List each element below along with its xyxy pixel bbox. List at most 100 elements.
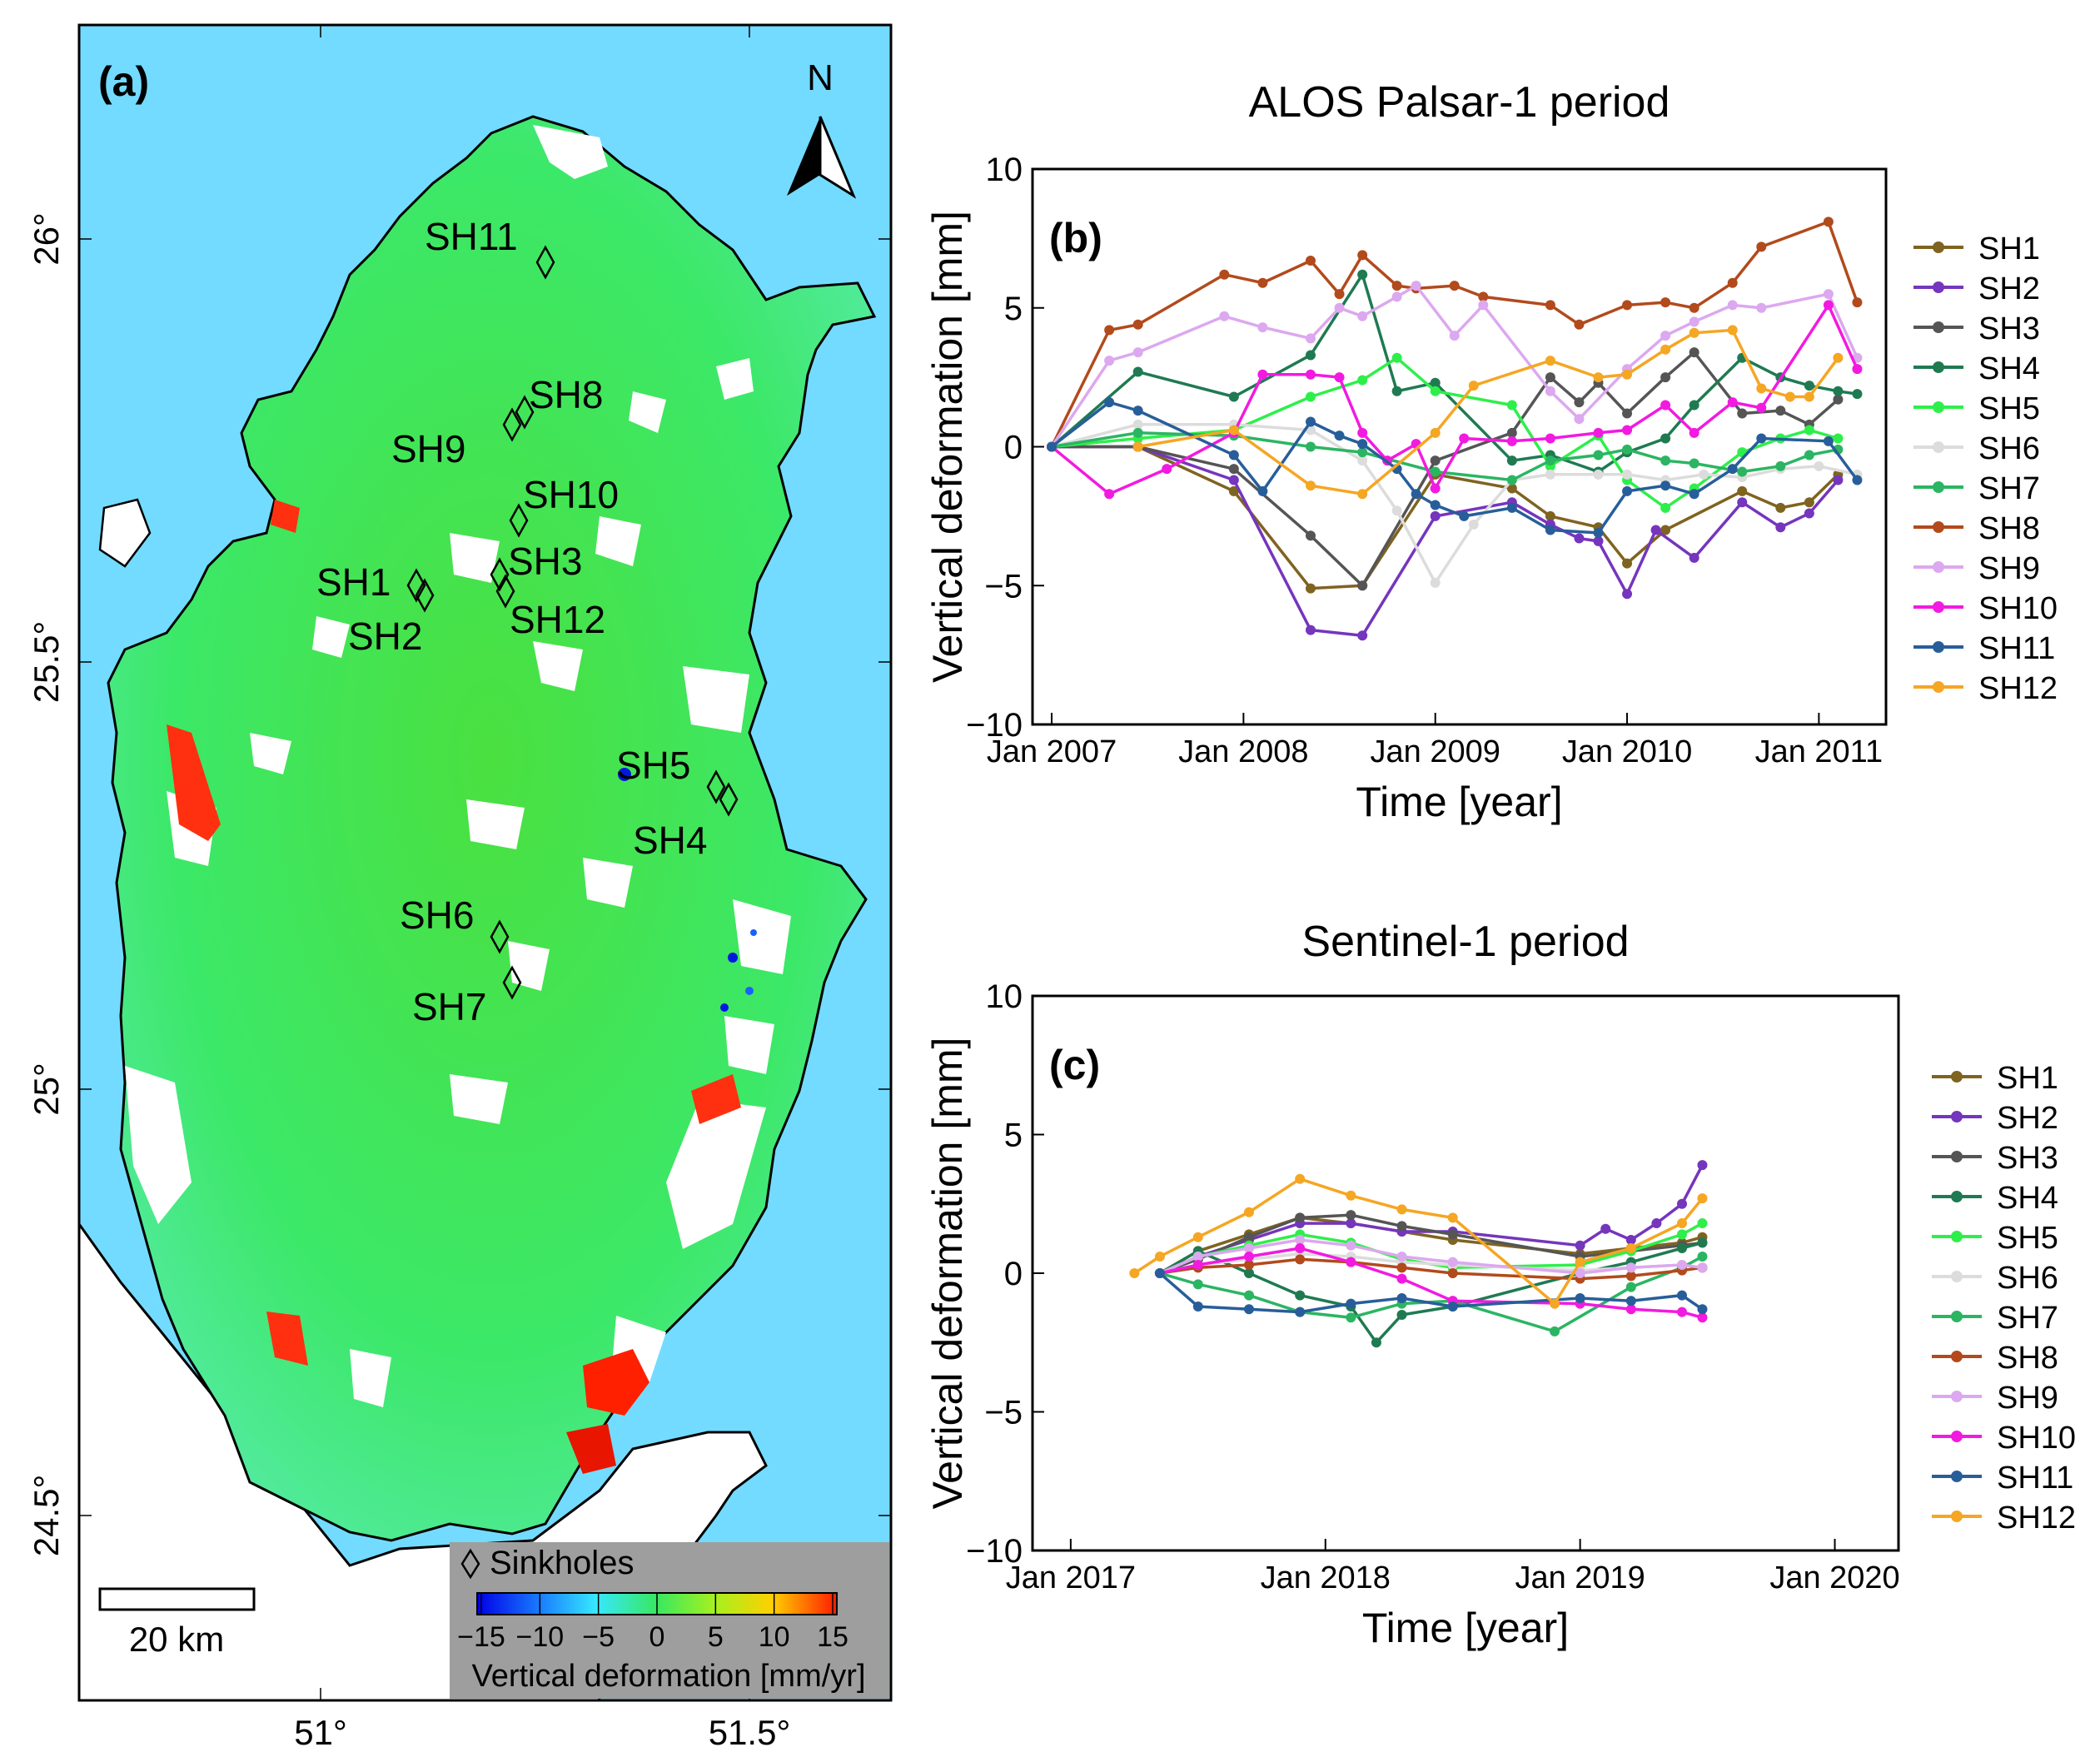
data-point-sh4 — [1396, 1309, 1407, 1320]
data-point-sh12 — [1192, 1232, 1203, 1242]
colorbar-label: Vertical deformation [mm/yr] — [471, 1659, 865, 1694]
data-point-sh8 — [1334, 289, 1345, 300]
data-point-sh10 — [1334, 372, 1345, 383]
data-point-sh12 — [1697, 1193, 1708, 1204]
data-point-sh10 — [1305, 369, 1316, 380]
data-point-sh7 — [1660, 455, 1671, 466]
colorbar-tick-label: 10 — [759, 1621, 790, 1653]
data-point-sh11 — [1228, 450, 1239, 460]
legend-marker-sh7 — [1951, 1311, 1963, 1322]
data-point-sh11 — [1257, 485, 1268, 496]
data-point-sh5 — [1697, 1218, 1708, 1229]
data-point-sh2 — [1346, 1218, 1356, 1229]
data-point-sh7 — [1689, 458, 1699, 469]
legend-label-sh9: SH9 — [1997, 1381, 2058, 1416]
data-point-sh7 — [1737, 466, 1748, 477]
series-line-sh4 — [1159, 1241, 1703, 1346]
legend-label-sh2: SH2 — [1978, 271, 2040, 306]
sinkhole-marker-sh5 — [706, 769, 726, 804]
data-point-sh2 — [1430, 510, 1441, 521]
data-point-sh12 — [1660, 344, 1671, 355]
data-point-sh5 — [1677, 1229, 1687, 1240]
legend-marker-sh3 — [1951, 1151, 1963, 1162]
data-point-sh11 — [1132, 406, 1143, 416]
chart-c-xtick-label: Jan 2019 — [1515, 1560, 1645, 1595]
map-panel: (a) N 26° 25.5° 25° 24.5° 51° 51.5° SH1S… — [27, 23, 893, 1752]
data-point-sh12 — [1447, 1212, 1458, 1223]
data-point-sh4 — [1689, 400, 1699, 411]
data-point-sh5 — [1357, 375, 1368, 386]
data-point-sh3 — [1305, 530, 1316, 541]
data-point-sh2 — [1228, 475, 1239, 485]
data-point-sh2 — [1574, 533, 1585, 544]
data-point-sh10 — [1162, 464, 1172, 475]
data-point-sh11 — [1593, 527, 1604, 538]
sinkhole-marker-sh3 — [490, 557, 510, 592]
data-point-sh9 — [1677, 1260, 1687, 1271]
data-point-sh2 — [1804, 508, 1814, 519]
data-point-sh8 — [1447, 1268, 1458, 1278]
data-point-sh12 — [1727, 325, 1738, 336]
data-point-sh11 — [1625, 1296, 1636, 1307]
data-point-sh12 — [1129, 1268, 1140, 1278]
data-point-sh12 — [1784, 391, 1795, 402]
data-point-sh7 — [1506, 475, 1517, 485]
legend-label-sh12: SH12 — [1997, 1501, 2076, 1536]
sinkhole-marker-sh4 — [719, 782, 739, 817]
data-point-sh3 — [1396, 1221, 1407, 1232]
data-point-sh2 — [1833, 475, 1844, 485]
series-line-sh6 — [1051, 423, 1858, 586]
sinkhole-marker-sh6 — [490, 919, 510, 954]
data-point-sh6 — [1593, 469, 1604, 480]
chart-b-xtick-label: Jan 2008 — [1178, 734, 1308, 769]
chart-b-xtick-label: Jan 2007 — [987, 734, 1117, 769]
legend-marker-sh11 — [1933, 641, 1944, 653]
data-point-sh9 — [1357, 311, 1368, 321]
deformation-hotspots — [167, 500, 757, 1474]
data-point-sh7 — [1593, 450, 1604, 460]
legend-label-sh12: SH12 — [1978, 671, 2058, 706]
data-point-sh4 — [1357, 269, 1368, 280]
sinkhole-legend-icon — [460, 1548, 480, 1580]
data-point-sh3 — [1430, 455, 1441, 466]
data-point-sh6 — [1545, 469, 1555, 480]
data-point-sh2 — [1357, 630, 1368, 641]
data-point-sh8 — [1132, 319, 1143, 330]
data-point-sh10 — [1459, 433, 1470, 444]
legend-marker-sh1 — [1933, 241, 1944, 253]
data-point-sh11 — [1823, 436, 1834, 446]
data-point-sh2 — [1677, 1198, 1687, 1209]
data-point-sh7 — [1132, 427, 1143, 438]
data-point-sh7 — [1430, 466, 1441, 477]
chart-c-ytick-label: 5 — [1004, 1117, 1023, 1154]
data-point-sh9 — [1391, 291, 1402, 302]
data-point-sh5 — [1391, 352, 1402, 363]
data-point-sh9 — [1219, 311, 1230, 321]
data-point-sh12 — [1625, 1243, 1636, 1254]
data-point-sh11 — [1756, 433, 1767, 444]
data-point-sh10 — [1727, 397, 1738, 408]
data-point-sh5 — [1833, 433, 1844, 444]
data-point-sh1 — [1228, 485, 1239, 496]
sinkhole-label-sh9: SH9 — [391, 427, 465, 470]
data-point-sh9 — [1449, 331, 1460, 341]
colorbar-tick-label: −5 — [582, 1621, 615, 1653]
data-point-sh10 — [1660, 400, 1671, 411]
chart-b-ytick-label: −10 — [966, 707, 1023, 744]
sinkhole-marker-sh12 — [495, 574, 515, 609]
data-point-sh9 — [1447, 1257, 1458, 1267]
data-point-sh7 — [1305, 441, 1316, 452]
data-point-sh4 — [1305, 350, 1316, 361]
chart-c-xtick-label: Jan 2020 — [1769, 1560, 1899, 1595]
data-point-sh1 — [1804, 497, 1814, 508]
data-point-sh1 — [1660, 525, 1671, 535]
data-point-sh9 — [1574, 414, 1585, 425]
legend-marker-sh5 — [1933, 401, 1944, 413]
colorbar-tick-label: −15 — [457, 1621, 505, 1653]
colorbar-ticks: −15 −10 −5 0 5 10 15 — [457, 1593, 848, 1653]
data-point-sh10 — [1506, 436, 1517, 446]
data-point-sh7 — [1550, 1326, 1560, 1336]
data-point-sh4 — [1132, 366, 1143, 377]
data-point-sh2 — [1775, 522, 1786, 533]
